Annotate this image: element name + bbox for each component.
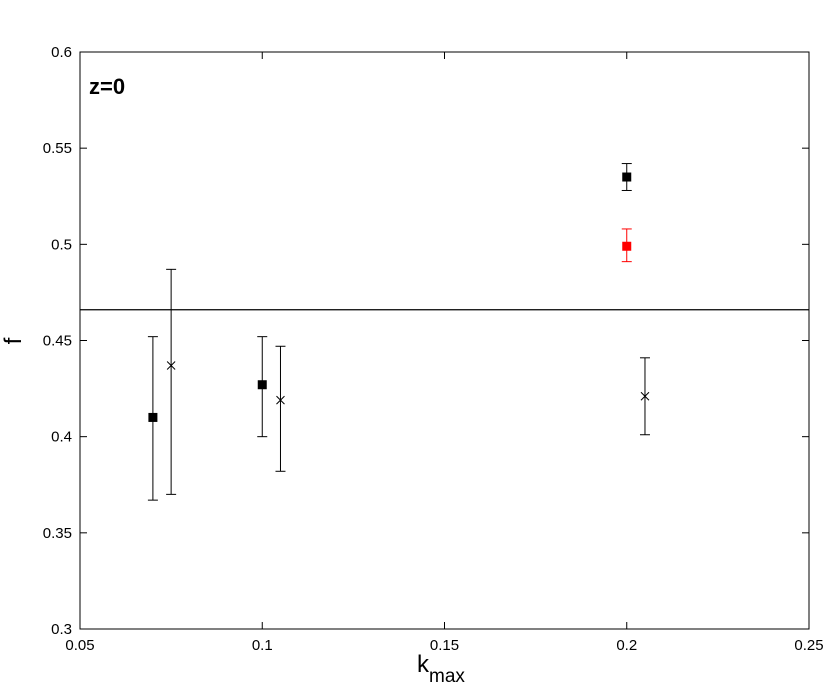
- y-axis-label: f: [0, 337, 27, 344]
- square-point: [147, 336, 158, 501]
- square-marker: [257, 380, 267, 390]
- square-point: [621, 163, 632, 191]
- y-tick-label: 0.4: [51, 429, 72, 446]
- x-tick-label: 0.1: [252, 637, 273, 654]
- y-tick-label: 0.6: [51, 44, 72, 61]
- annotation-label: z=0: [89, 74, 125, 99]
- cross-point: [639, 357, 650, 436]
- cross-marker-b: [640, 391, 650, 401]
- x-axis-label-sub: max: [429, 666, 465, 687]
- x-tick-label: 0.05: [65, 637, 94, 654]
- data-marks: [147, 163, 650, 501]
- square-marker: [622, 172, 632, 182]
- square-marker: [148, 412, 158, 422]
- y-tick-label: 0.55: [43, 140, 72, 157]
- x-axis-label: kmax: [417, 651, 465, 687]
- y-tick-labels: 0.3 0.35 0.4 0.45 0.5 0.55 0.6: [43, 44, 72, 638]
- y-tick-label: 0.45: [43, 333, 72, 350]
- y-tick-label: 0.5: [51, 236, 72, 253]
- cross-point: [166, 268, 177, 495]
- cross-point: [275, 345, 286, 472]
- plot-background: [80, 52, 809, 629]
- y-tick-label: 0.3: [51, 621, 72, 638]
- cross-marker-b: [276, 395, 285, 405]
- x-tick-labels: 0.05 0.1 0.15 0.2 0.25: [65, 637, 823, 654]
- y-tick-label: 0.35: [43, 525, 72, 542]
- x-tick-label: 0.25: [794, 637, 823, 654]
- square-marker: [622, 241, 632, 251]
- x-tick-label: 0.15: [430, 637, 459, 654]
- x-tick-label: 0.2: [616, 637, 637, 654]
- square-point: [621, 228, 632, 263]
- cross-marker-b: [166, 361, 176, 370]
- square-point: [257, 336, 268, 438]
- x-axis-label-main: k: [417, 651, 430, 678]
- plot-frame: [79, 51, 810, 630]
